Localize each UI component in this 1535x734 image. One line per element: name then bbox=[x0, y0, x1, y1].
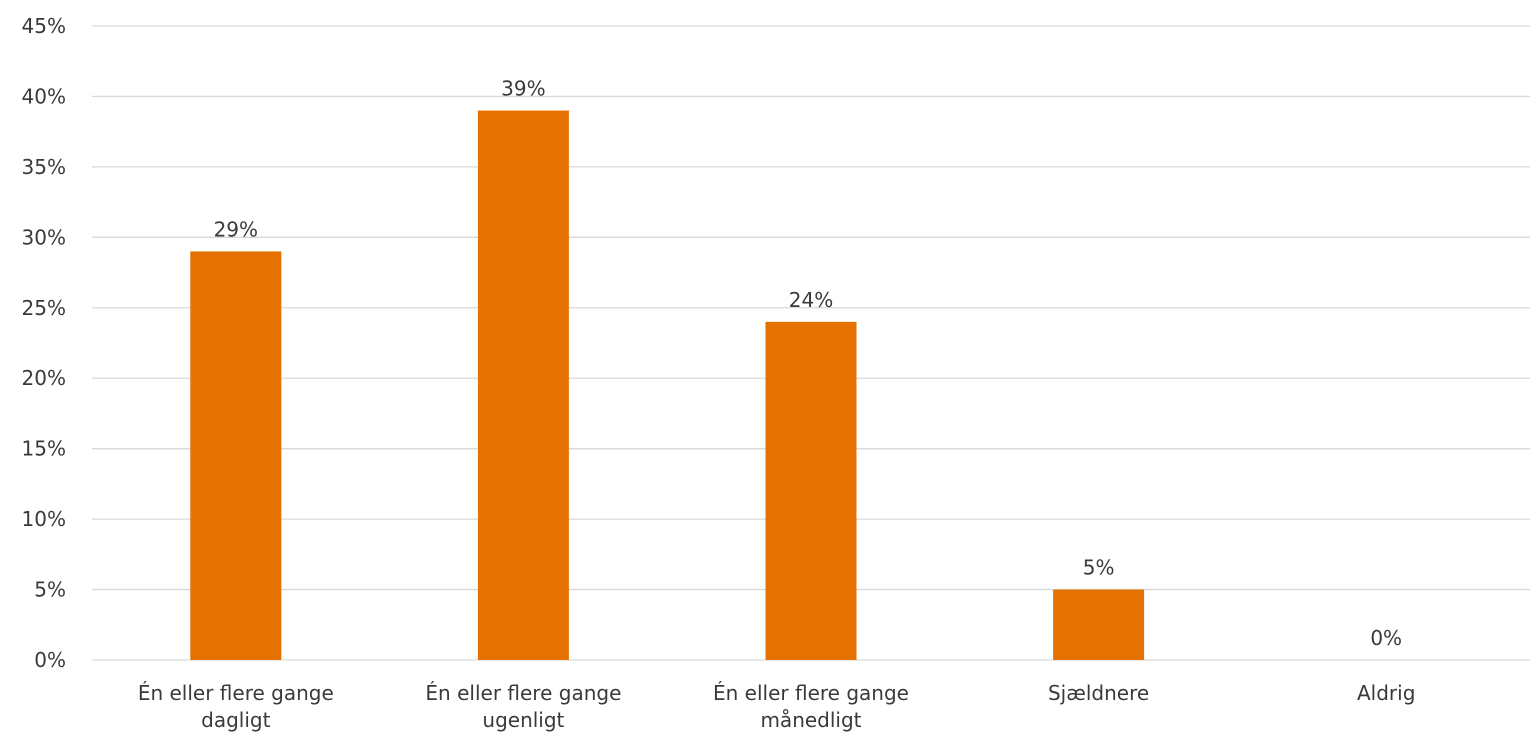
y-tick-label: 15% bbox=[22, 437, 66, 461]
bar-data-label: 29% bbox=[214, 217, 258, 241]
x-category-label-line: månedligt bbox=[760, 708, 861, 732]
x-category-label: Én eller flere gange månedligt bbox=[713, 681, 909, 732]
bar-data-label: 24% bbox=[789, 288, 833, 312]
bar bbox=[190, 251, 281, 660]
y-tick-label: 45% bbox=[22, 14, 66, 38]
x-category-label-line: dagligt bbox=[201, 708, 270, 732]
y-axis-tick-labels: 0% 5% 10% 15% 20% 25% 30% 35% 40% 45% bbox=[22, 14, 66, 672]
y-tick-label: 0% bbox=[34, 648, 66, 672]
bar-data-label: 5% bbox=[1083, 556, 1115, 580]
x-category-label: Én eller flere gange ugenligt bbox=[425, 681, 621, 732]
x-category-label-line: Én eller flere gange bbox=[425, 681, 621, 705]
bars bbox=[190, 111, 1144, 660]
bar bbox=[1053, 590, 1144, 660]
y-tick-label: 35% bbox=[22, 155, 66, 179]
bar bbox=[478, 111, 569, 660]
x-category-label-line: Én eller flere gange bbox=[138, 681, 334, 705]
y-tick-label: 5% bbox=[34, 578, 66, 602]
y-tick-label: 30% bbox=[22, 225, 66, 249]
y-tick-label: 20% bbox=[22, 366, 66, 390]
bar-data-label: 39% bbox=[501, 77, 545, 101]
x-category-label-line: Aldrig bbox=[1357, 681, 1415, 705]
x-category-label-line: Sjældnere bbox=[1048, 681, 1149, 705]
x-category-label-line: ugenligt bbox=[482, 708, 564, 732]
x-category-label: Én eller flere gange dagligt bbox=[138, 681, 334, 732]
y-tick-label: 10% bbox=[22, 507, 66, 531]
y-tick-label: 25% bbox=[22, 296, 66, 320]
bar bbox=[766, 322, 857, 660]
x-category-label: Sjældnere bbox=[1048, 681, 1149, 705]
x-category-label-line: Én eller flere gange bbox=[713, 681, 909, 705]
x-category-label: Aldrig bbox=[1357, 681, 1415, 705]
y-tick-label: 40% bbox=[22, 84, 66, 108]
bar-data-label: 0% bbox=[1370, 626, 1402, 650]
